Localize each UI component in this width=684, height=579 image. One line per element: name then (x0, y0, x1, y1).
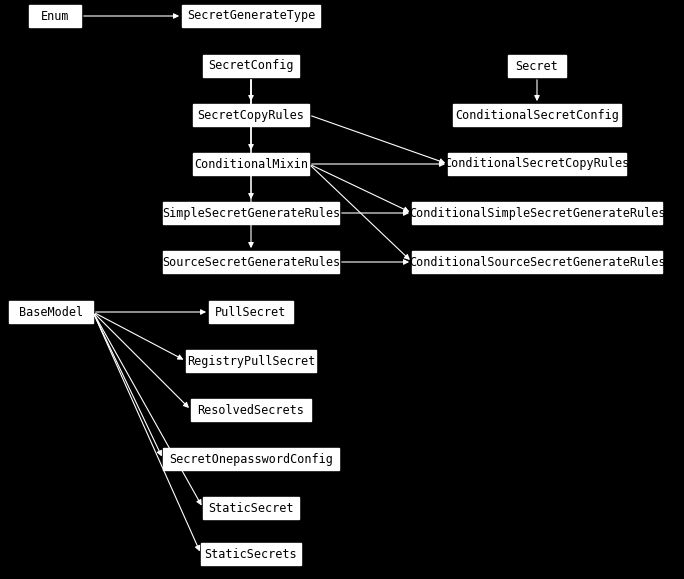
Text: StaticSecret: StaticSecret (208, 501, 293, 515)
Text: SecretCopyRules: SecretCopyRules (198, 108, 304, 122)
FancyBboxPatch shape (29, 5, 81, 27)
FancyBboxPatch shape (203, 497, 299, 519)
FancyBboxPatch shape (163, 251, 339, 273)
Text: StaticSecrets: StaticSecrets (205, 548, 298, 560)
Text: SourceSecretGenerateRules: SourceSecretGenerateRules (162, 255, 340, 269)
Text: ConditionalMixin: ConditionalMixin (194, 157, 308, 170)
FancyBboxPatch shape (163, 448, 339, 470)
FancyBboxPatch shape (9, 301, 93, 323)
FancyBboxPatch shape (163, 202, 339, 224)
Text: ResolvedSecrets: ResolvedSecrets (198, 404, 304, 416)
Text: Secret: Secret (516, 60, 558, 72)
Text: SecretOnepasswordConfig: SecretOnepasswordConfig (169, 453, 333, 466)
Text: SecretGenerateType: SecretGenerateType (187, 9, 315, 23)
Text: ConditionalSimpleSecretGenerateRules: ConditionalSimpleSecretGenerateRules (409, 207, 666, 219)
FancyBboxPatch shape (182, 5, 320, 27)
FancyBboxPatch shape (453, 104, 621, 126)
FancyBboxPatch shape (412, 202, 662, 224)
Text: Enum: Enum (41, 9, 69, 23)
Text: BaseModel: BaseModel (19, 306, 83, 318)
FancyBboxPatch shape (191, 399, 311, 421)
FancyBboxPatch shape (209, 301, 293, 323)
Text: ConditionalSecretCopyRules: ConditionalSecretCopyRules (445, 157, 630, 170)
FancyBboxPatch shape (412, 251, 662, 273)
FancyBboxPatch shape (193, 104, 309, 126)
Text: SimpleSecretGenerateRules: SimpleSecretGenerateRules (162, 207, 340, 219)
Text: RegistryPullSecret: RegistryPullSecret (187, 354, 315, 368)
FancyBboxPatch shape (448, 153, 626, 175)
FancyBboxPatch shape (193, 153, 309, 175)
FancyBboxPatch shape (203, 55, 299, 77)
Text: ConditionalSourceSecretGenerateRules: ConditionalSourceSecretGenerateRules (409, 255, 666, 269)
FancyBboxPatch shape (201, 543, 301, 565)
Text: ConditionalSecretConfig: ConditionalSecretConfig (455, 108, 619, 122)
Text: PullSecret: PullSecret (215, 306, 287, 318)
FancyBboxPatch shape (186, 350, 316, 372)
FancyBboxPatch shape (508, 55, 566, 77)
Text: SecretConfig: SecretConfig (208, 60, 293, 72)
